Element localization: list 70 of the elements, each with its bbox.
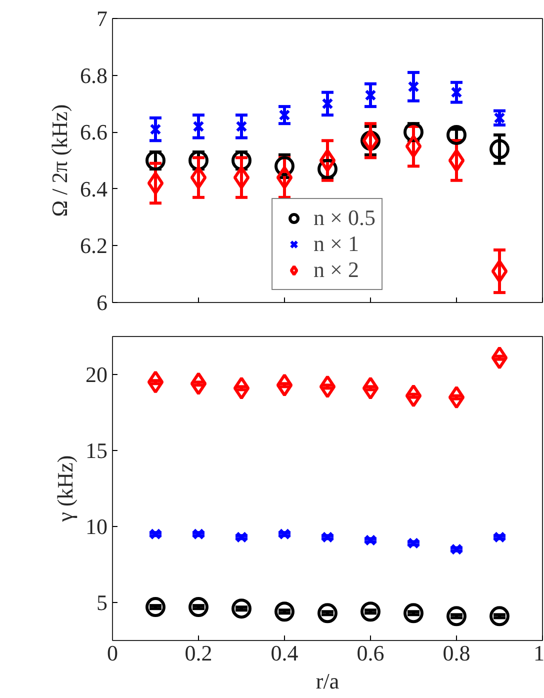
point [362,376,379,400]
point [450,86,462,98]
legend-label: n × 1 [314,231,359,257]
point [188,597,208,618]
point [490,139,510,160]
legend-label: n × 2 [314,257,359,283]
point [192,528,204,540]
point [364,89,376,101]
point [233,376,250,400]
point [405,384,422,408]
point [450,544,462,556]
point [319,375,336,398]
point [274,602,294,622]
point [490,606,510,626]
point [491,346,508,370]
point [236,531,248,543]
y-tick-label: 6.2 [80,233,108,258]
point [146,597,166,618]
y-axis-title: γ (kHz) [52,455,78,523]
point [364,534,376,546]
point [408,537,420,549]
x-tick-label: 0.4 [270,640,298,666]
point [150,124,162,136]
x-tick-label: 0 [107,640,118,666]
point [276,166,293,190]
point [146,150,166,170]
point [494,112,506,124]
x-tick-label: 0.6 [356,640,384,666]
point [494,531,506,543]
y-tick-label: 7 [96,6,108,31]
point [232,150,252,170]
point [405,134,422,158]
y-tick-label: 15 [86,438,108,463]
x-tick-label: 1 [534,640,544,666]
y-tick-label: 6 [96,290,108,315]
y-tick-label: 6.8 [80,62,108,88]
point [147,370,164,394]
x-tick-label: 0.8 [442,640,470,666]
point [448,149,465,172]
point [192,120,204,132]
point [446,124,466,145]
point [448,386,465,409]
point [236,120,248,132]
y-tick-label: 10 [86,514,108,539]
point [318,603,338,624]
point [188,150,208,170]
point [276,374,293,397]
point [190,166,207,190]
point [233,166,250,190]
point [278,528,290,540]
x-tick-label: 0.2 [184,640,212,666]
y-tick-label: 6.4 [80,176,108,202]
point [360,602,380,622]
point [232,598,252,619]
y-axis-title: Ω / 2π (kHz) [47,104,72,217]
x-axis-title: r/a [316,668,340,694]
point [147,172,164,195]
point [322,531,334,543]
point [408,80,420,92]
point [190,372,207,396]
point [322,98,334,110]
point [446,606,466,626]
point [319,149,336,172]
point [150,528,162,540]
legend-label: n × 0.5 [314,205,376,231]
y-tick-label: 5 [96,590,108,615]
point [491,260,508,283]
point [404,603,424,624]
y-tick-label: 20 [86,362,108,387]
y-tick-label: 6.6 [80,120,108,145]
